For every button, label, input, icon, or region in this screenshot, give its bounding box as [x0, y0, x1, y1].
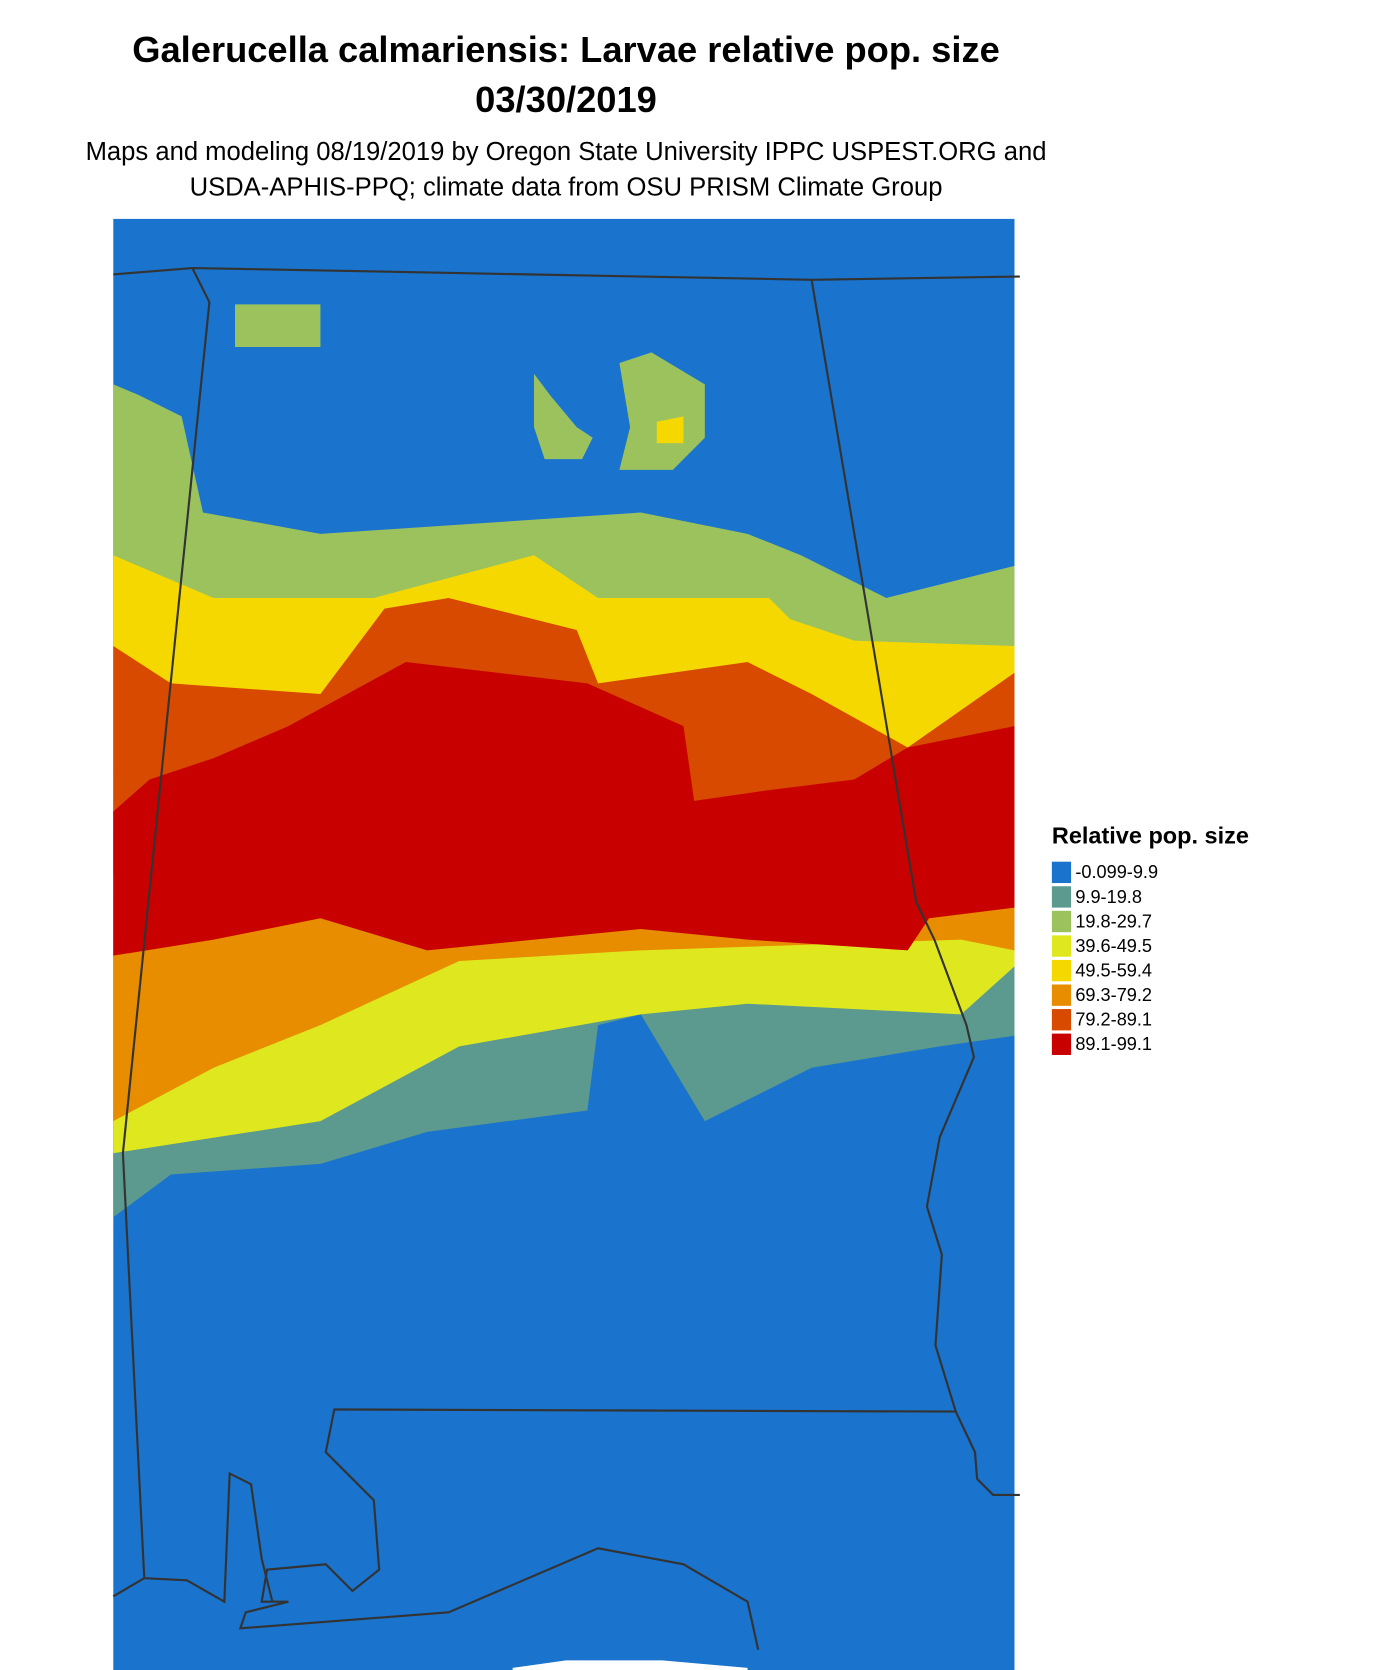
legend-label: 39.6-49.5: [1075, 936, 1152, 956]
border: [810, 279, 1020, 1496]
map-region: [235, 304, 321, 348]
legend-swatch: [1051, 984, 1072, 1006]
legend-title: Relative pop. size: [1052, 823, 1249, 849]
legend-swatch: [1051, 861, 1072, 884]
date: 03/30/2019: [475, 79, 657, 120]
map-region: [656, 416, 684, 444]
map-region: [533, 373, 593, 460]
legend-label: 89.1-99.1: [1075, 1034, 1152, 1054]
legend-label: 79.2-89.1: [1075, 1010, 1152, 1030]
legend-swatch: [1051, 886, 1072, 908]
legend-label: 19.8-29.7: [1075, 911, 1152, 931]
border: [112, 267, 211, 1598]
subtitle: Maps and modeling 08/19/2019 by Oregon S…: [86, 138, 1047, 166]
legend-label: -0.099-9.9: [1075, 862, 1158, 882]
map-region: [113, 662, 1015, 956]
legend-swatch: [1051, 959, 1072, 982]
legend-label: 9.9-19.8: [1075, 887, 1142, 907]
title: Galerucella calmariensis: Larvae relativ…: [132, 29, 1000, 70]
coast-gap: [512, 1660, 748, 1670]
legend-swatch: [1051, 910, 1072, 933]
state-borders: [112, 266, 1020, 1650]
map-region: [113, 896, 1015, 1122]
subtitle: USDA-APHIS-PPQ; climate data from OSU PR…: [190, 173, 943, 201]
border: [144, 1471, 274, 1604]
border: [238, 1408, 956, 1650]
legend-label: 69.3-79.2: [1075, 985, 1152, 1005]
legend-swatch: [1051, 1033, 1072, 1055]
legend: Relative pop. size -0.099-9.9 9.9-19.8 19.…: [1051, 823, 1249, 1055]
legend-label: 49.5-59.4: [1075, 960, 1152, 980]
border: [113, 266, 1020, 281]
map: [113, 218, 1015, 1670]
legend-swatch: [1051, 935, 1072, 957]
legend-swatch: [1051, 1009, 1072, 1031]
